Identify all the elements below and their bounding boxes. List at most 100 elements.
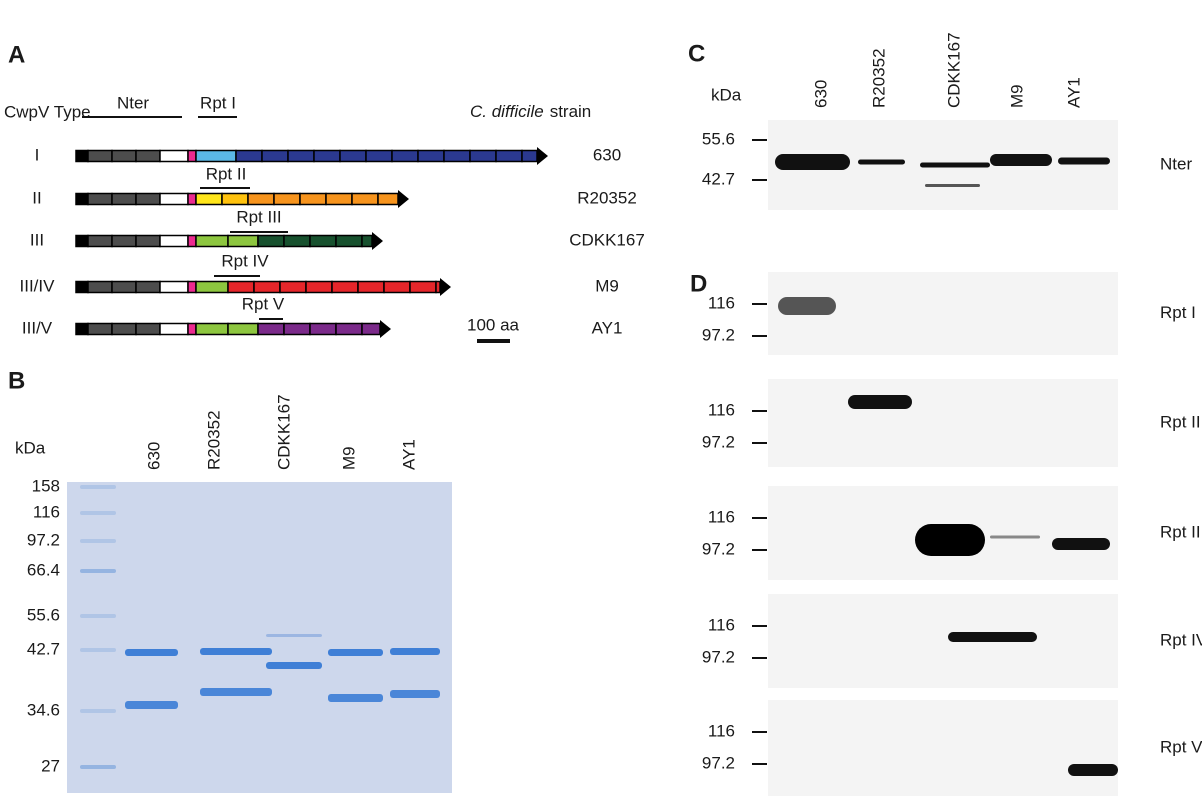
segment	[135, 234, 161, 248]
band	[200, 688, 272, 696]
ladder-band	[80, 648, 116, 652]
lane-label: 630	[144, 442, 163, 470]
segment	[87, 322, 113, 336]
band	[328, 649, 383, 656]
lane-label: AY1	[1064, 77, 1083, 108]
segment	[235, 149, 263, 163]
strain: AY1	[592, 318, 623, 337]
segment	[383, 280, 411, 294]
segment	[195, 280, 229, 294]
marker: 97.2	[702, 647, 735, 666]
band	[775, 154, 850, 170]
header: C. difficile strain	[470, 102, 591, 121]
ladder-band	[80, 709, 116, 713]
annotation: Nter	[117, 93, 149, 112]
marker: 97.2	[702, 432, 735, 451]
segment	[409, 280, 437, 294]
segment	[195, 234, 229, 248]
segment	[227, 280, 255, 294]
marker: 97.2	[702, 539, 735, 558]
segment	[87, 149, 113, 163]
segment	[339, 149, 367, 163]
band	[1058, 157, 1110, 165]
header: CwpV Type	[4, 102, 91, 121]
lane-label: R20352	[204, 410, 223, 470]
repeat-label: Rpt IV	[221, 251, 269, 270]
segment	[495, 149, 523, 163]
segment	[75, 280, 89, 294]
segment	[195, 149, 237, 163]
segment	[159, 192, 189, 206]
segment	[111, 322, 137, 336]
blot-label: Nter	[1160, 154, 1192, 173]
segment	[227, 234, 259, 248]
segment	[261, 149, 289, 163]
segment	[187, 149, 197, 163]
segment	[221, 192, 249, 206]
segment	[521, 149, 538, 163]
band	[125, 701, 178, 709]
blot	[768, 700, 1118, 796]
band	[915, 524, 985, 556]
marker: 116	[708, 721, 735, 740]
cwpv-type: III/V	[22, 318, 53, 337]
strain: CDKK167	[569, 230, 645, 249]
lane-label: CDKK167	[274, 394, 293, 470]
segment	[135, 280, 161, 294]
segment	[279, 280, 307, 294]
cwpv-type: II	[32, 188, 41, 207]
segment	[443, 149, 471, 163]
arrow-head	[398, 190, 409, 208]
arrow-head	[372, 232, 383, 250]
band	[778, 297, 836, 315]
segment	[75, 149, 89, 163]
segment	[75, 322, 89, 336]
segment	[309, 322, 337, 336]
lane-label: AY1	[399, 439, 418, 470]
segment	[159, 280, 189, 294]
panel-label: D	[690, 270, 707, 297]
arrow-head	[440, 278, 451, 296]
segment	[335, 234, 363, 248]
ladder-band	[80, 569, 116, 573]
segment	[159, 322, 189, 336]
segment	[253, 280, 281, 294]
blot	[768, 379, 1118, 467]
panel-label: B	[8, 367, 25, 394]
panel-label: C	[688, 40, 705, 67]
blot-label: Rpt IV	[1160, 630, 1202, 649]
repeat-label: Rpt I	[200, 93, 236, 112]
blot-label: Rpt I	[1160, 303, 1196, 322]
marker: 116	[708, 400, 735, 419]
lane-label: CDKK167	[944, 32, 963, 108]
repeat-label: Rpt II	[206, 164, 247, 183]
segment	[257, 322, 285, 336]
ladder-band	[80, 485, 116, 489]
marker: 27	[41, 756, 60, 775]
segment	[187, 322, 197, 336]
segment	[75, 234, 89, 248]
segment	[159, 234, 189, 248]
segment	[357, 280, 385, 294]
segment	[111, 192, 137, 206]
segment	[111, 234, 137, 248]
band	[948, 632, 1037, 642]
marker: 116	[33, 502, 60, 521]
marker: 97.2	[702, 325, 735, 344]
blot-label: Rpt V	[1160, 737, 1202, 756]
lane-label: M9	[1007, 84, 1026, 108]
band	[125, 649, 178, 656]
repeat-label: Rpt V	[242, 294, 285, 313]
cwpv-type: III/IV	[20, 276, 56, 295]
segment	[257, 234, 285, 248]
blot	[768, 594, 1118, 688]
strain: M9	[595, 276, 619, 295]
segment	[313, 149, 341, 163]
segment	[435, 280, 441, 294]
band	[990, 154, 1052, 166]
segment	[159, 149, 189, 163]
strain: 630	[593, 145, 621, 164]
band	[328, 694, 383, 702]
ladder-band	[80, 765, 116, 769]
unit: kDa	[711, 85, 742, 104]
